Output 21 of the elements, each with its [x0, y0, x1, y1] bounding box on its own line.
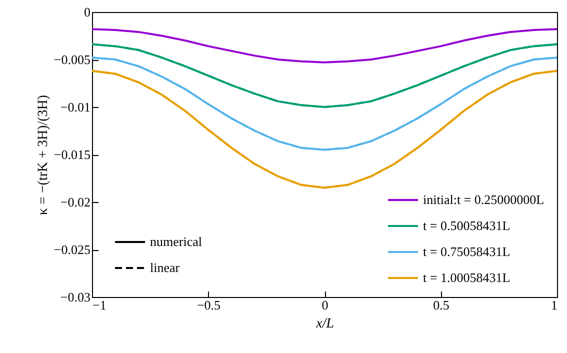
y-tick-label: −0.005 [54, 52, 90, 67]
legend-label: t = 1.00058431L [423, 270, 510, 285]
x-axis-title: x/L [315, 316, 334, 332]
y-tick-label: −0.01 [60, 100, 90, 114]
x-tick-label: −1 [92, 298, 106, 312]
y-tick-label: −0.02 [60, 194, 90, 210]
y-tick-label: −0.015 [54, 147, 90, 162]
x-tick-label: 0 [322, 298, 328, 312]
legend-label: linear [150, 260, 180, 275]
y-tick-label: −0.03 [60, 290, 90, 304]
x-tick-label: −0.5 [196, 298, 221, 312]
y-tick-label: −0.025 [54, 242, 90, 257]
x-tick-label: 0.5 [433, 298, 450, 312]
legend-label: t = 0.50058431L [423, 218, 510, 233]
legend-label: initial:t = 0.25000000L [423, 192, 544, 207]
x-tick-label: 1 [551, 298, 558, 312]
legend-label: numerical [150, 234, 202, 249]
line-series [92, 28, 557, 64]
legend-label: t = 0.75058431L [423, 244, 510, 259]
y-tick-label: 0 [84, 4, 90, 20]
y-axis-title: κ = −(trK + 3H)/(3H) [36, 94, 51, 216]
